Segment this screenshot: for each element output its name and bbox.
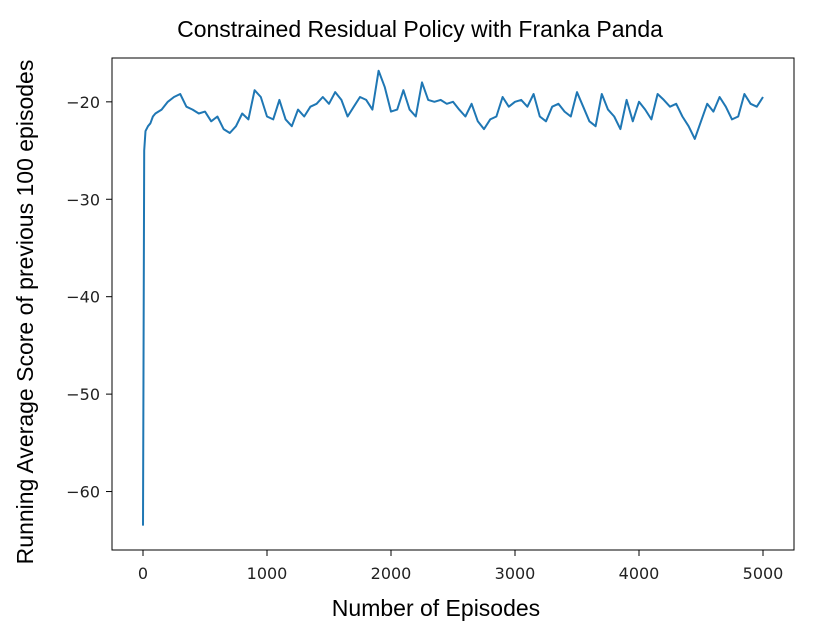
x-axis-label: Number of Episodes: [332, 595, 540, 621]
y-axis-ticks: −60 −50 −40 −30 −20: [66, 93, 112, 502]
plot-frame: [111, 57, 795, 551]
y-tick-label: −60: [66, 483, 100, 502]
x-axis-ticks: 0 1000 2000 3000 4000 5000: [138, 550, 783, 583]
x-tick-label: 4000: [619, 564, 660, 583]
x-tick-label: 1000: [247, 564, 288, 583]
y-tick-label: −40: [66, 288, 100, 307]
x-tick-label: 2000: [371, 564, 412, 583]
x-tick-label: 3000: [495, 564, 536, 583]
y-tick-label: −50: [66, 385, 100, 404]
x-tick-label: 0: [138, 564, 148, 583]
x-tick-label: 5000: [743, 564, 784, 583]
y-tick-label: −20: [66, 93, 100, 112]
y-tick-label: −30: [66, 190, 100, 209]
series-line: [142, 69, 764, 526]
y-axis-label: Running Average Score of previous 100 ep…: [12, 60, 38, 565]
chart-title: Constrained Residual Policy with Franka …: [177, 16, 663, 42]
